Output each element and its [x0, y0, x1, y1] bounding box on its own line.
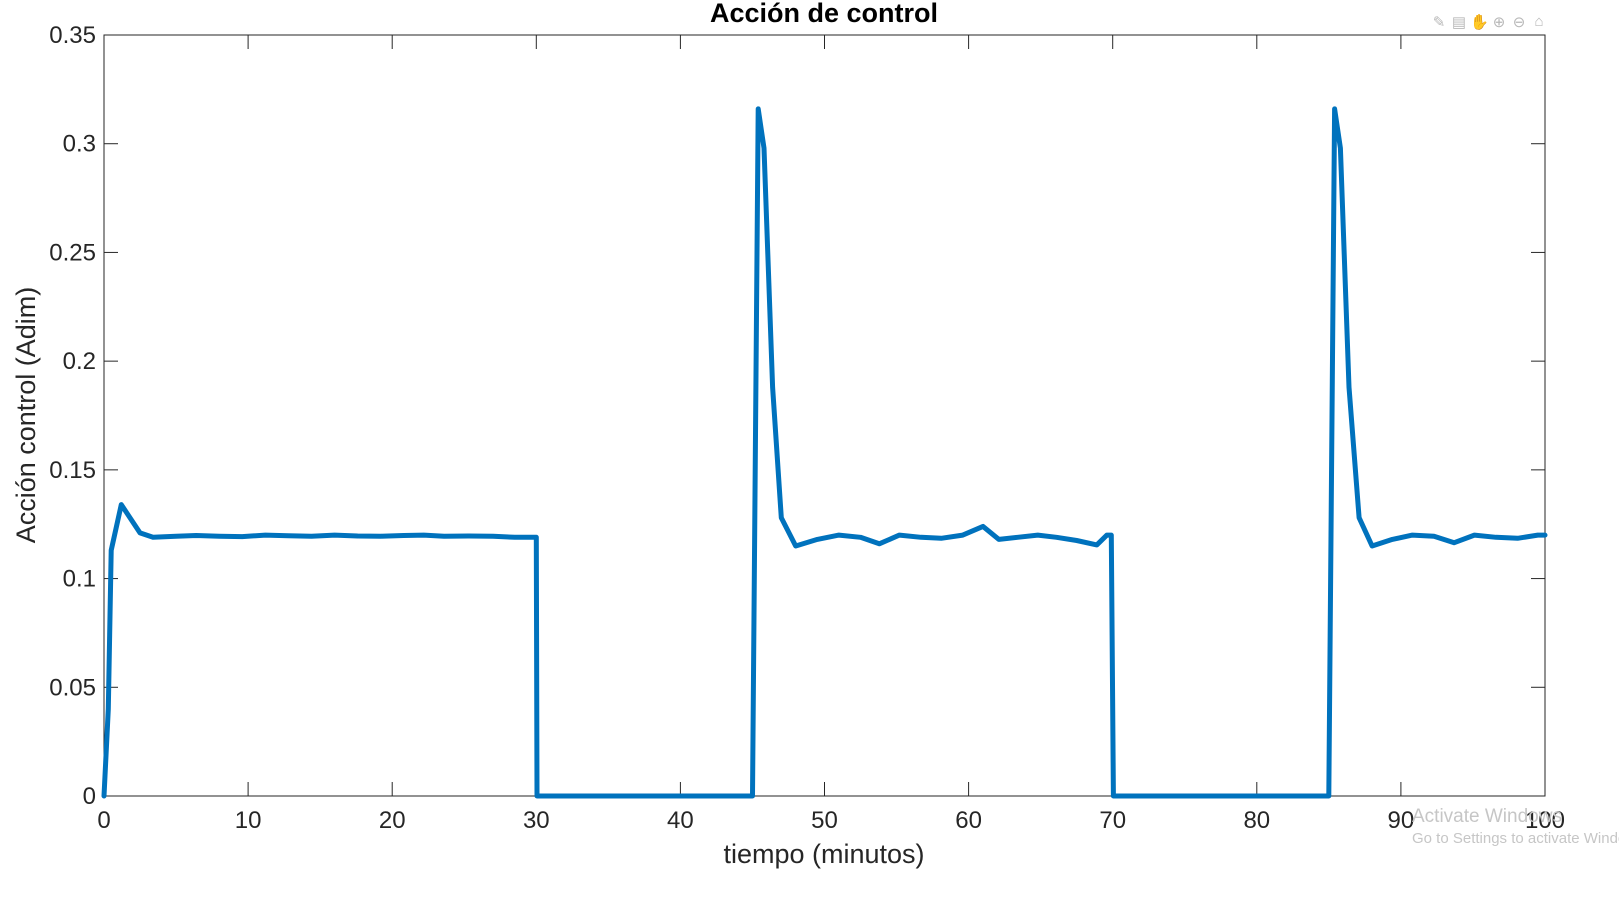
data-tips-icon[interactable]: ▤: [1451, 14, 1467, 31]
x-tick-label: 80: [1243, 807, 1270, 834]
zoom-out-icon[interactable]: ⊖: [1512, 14, 1526, 31]
series-line: [101, 106, 1548, 799]
zoom-in-icon[interactable]: ⊕: [1492, 14, 1506, 31]
x-tick-label: 30: [523, 807, 550, 834]
brush-icon[interactable]: ✎: [1432, 14, 1446, 31]
y-tick-label: 0.15: [49, 457, 96, 484]
axes-toolbar: ✎ ▤ ✋ ⊕ ⊖ ⌂: [1430, 13, 1548, 31]
y-tick-label: 0.2: [63, 348, 96, 375]
x-tick-label: 70: [1099, 807, 1126, 834]
y-tick-label: 0.05: [49, 674, 96, 701]
pan-icon[interactable]: ✋: [1470, 14, 1489, 31]
x-tick-label: 50: [811, 807, 838, 834]
x-tick-label: 100: [1525, 807, 1565, 834]
y-axis: 0 0.05 0.1 0.15 0.2 0.25 0.3 0.35: [49, 22, 1545, 810]
x-tick-label: 40: [667, 807, 694, 834]
chart-title: Acción de control: [710, 0, 938, 28]
y-axis-label: Acción control (Adim): [11, 287, 41, 544]
x-tick-label: 20: [379, 807, 406, 834]
x-tick-label: 10: [235, 807, 262, 834]
x-tick-label: 90: [1388, 807, 1415, 834]
y-tick-label: 0.25: [49, 239, 96, 266]
x-axis-label: tiempo (minutos): [723, 839, 924, 869]
y-tick-label: 0.3: [63, 131, 96, 158]
watermark-subtitle: Go to Settings to activate Windows.: [1412, 830, 1619, 847]
home-icon[interactable]: ⌂: [1534, 13, 1544, 30]
y-tick-label: 0: [83, 783, 96, 810]
y-tick-label: 0.1: [63, 566, 96, 593]
x-tick-label: 60: [955, 807, 982, 834]
x-tick-label: 0: [97, 807, 110, 834]
activation-watermark: Activate Windows Go to Settings to activ…: [1412, 806, 1619, 847]
x-axis: 0 10 20 30 40 50 60 70 80 90 100: [97, 35, 1565, 834]
y-tick-label: 0.35: [49, 22, 96, 49]
watermark-title: Activate Windows: [1412, 806, 1562, 827]
